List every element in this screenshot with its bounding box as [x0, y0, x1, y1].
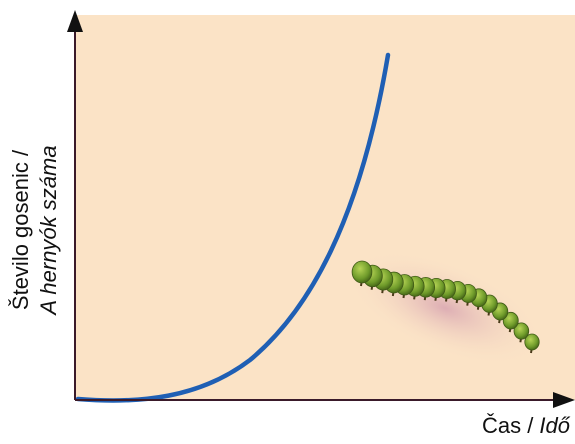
y-axis-label-line1: Število gosenic / — [8, 149, 33, 310]
x-axis-label-text: Čas / — [482, 413, 534, 438]
y-axis-label-line2: A hernyók száma — [36, 145, 61, 316]
diagram: Število gosenic / A hernyók száma Čas /I… — [0, 0, 575, 444]
x-axis-label-italic: Idő — [539, 413, 570, 438]
x-axis-label: Čas /Idő — [482, 413, 571, 438]
caterpillar-segment — [352, 261, 372, 283]
